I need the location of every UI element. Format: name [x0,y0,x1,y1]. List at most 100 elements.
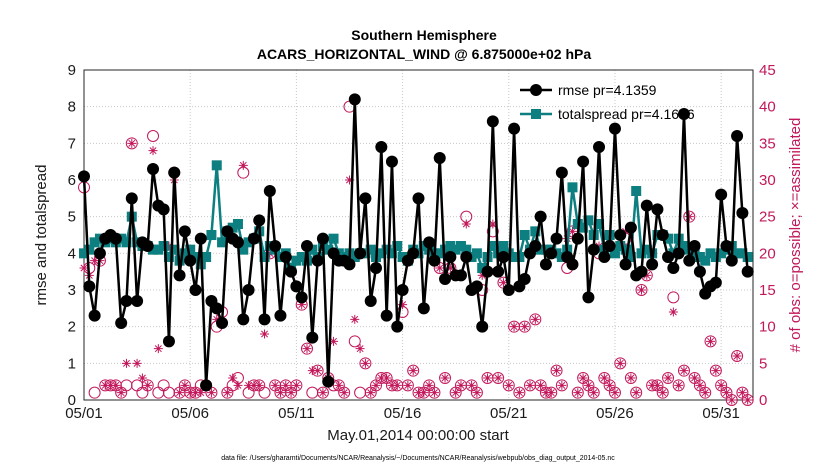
assimilated-obs-point [344,175,354,185]
totalspread-point [328,233,339,244]
rmse-point [433,152,446,164]
rmse-point [290,280,303,293]
assimilated-obs-point [371,380,381,390]
totalspread-point [323,244,334,255]
totalspread-point [716,248,727,259]
possible-obs-point [662,372,675,384]
possible-obs-point [614,357,627,370]
y-tick-label: 7 [68,135,76,152]
rmse-point [566,258,579,271]
rmse-point [582,291,595,304]
totalspread-point [678,241,689,251]
totalspread-point [148,244,159,255]
possible-obs-point [141,379,154,392]
totalspread-point [594,219,605,229]
possible-obs-point [587,386,600,399]
rmse-point [141,240,154,252]
rmse-point [481,265,494,278]
assimilated-obs-point [222,388,232,398]
assimilated-obs-point [307,366,317,376]
assimilated-obs-point [291,380,301,390]
assimilated-obs-point [472,388,482,398]
rmse-point [109,232,122,245]
rmse-point [593,141,606,153]
totalspread-point [365,244,376,255]
assimilated-obs-point [552,366,562,376]
totalspread-point [211,160,222,171]
rmse-point [508,122,521,135]
totalspread-point [625,252,636,262]
totalspread-point [631,186,642,196]
x-axis-ticks: 05/01 05/06 05/11 05/16 05/21 05/26 05/31 [65,405,740,422]
totalspread-point [455,241,466,251]
assimilated-obs-point [706,336,716,346]
assimilated-obs-point [270,380,280,390]
possible-obs-point [725,394,738,406]
totalspread-point [121,237,132,248]
totalspread-point [578,222,589,233]
assimilated-obs-point [238,160,248,170]
assimilated-obs-point [658,388,668,398]
rmse-point [162,335,175,348]
y-tick-label: 4 [68,245,76,262]
rmse-point [550,232,563,245]
assimilated-obs-point [711,366,721,376]
totalspread-point [89,237,100,248]
assimilated-obs-point [355,344,365,354]
assimilated-obs-point [493,373,503,383]
rmse-point [741,265,754,278]
rmse-point [200,379,213,392]
assimilated-obs-point [546,388,556,398]
rmse-point [247,232,260,245]
assimilated-obs-point [376,373,386,383]
assimilated-obs-point [525,380,535,390]
totalspread-point [232,219,243,229]
rmse-point [242,284,255,296]
assimilated-obs-point [185,388,195,398]
assimilated-obs-point [339,388,349,398]
assimilated-obs-point [498,278,508,288]
totalspread-point [440,244,451,255]
rmse-point [216,317,229,329]
assimilated-obs-point [414,388,423,398]
rmse-point [157,203,170,216]
assimilated-obs-point [647,380,657,390]
y-tick-label: 6 [68,172,76,189]
possible-obs-point [316,386,329,399]
rmse-point [189,284,202,296]
assimilated-obs-point [663,373,673,383]
totalspread-point [291,255,302,266]
totalspread-point [238,244,249,255]
assimilated-obs-point [148,146,158,156]
assimilated-obs-point [684,212,694,222]
totalspread-point [689,248,700,259]
totalspread-point [169,244,180,255]
assimilated-obs-point [610,388,620,398]
chart-title-line-1: Southern Hemisphere [351,27,497,43]
rmse-point [306,331,319,344]
rmse-point [93,247,106,260]
rmse-point [194,232,207,245]
y-right-tick-label: 40 [759,99,776,116]
assimilated-obs-point [350,314,360,324]
assimilated-obs-point [605,380,615,390]
totalspread-point [190,252,201,262]
x-tick-label: 05/26 [596,405,634,422]
rmse-point [534,210,547,223]
rmse-point [624,221,637,234]
totalspread-point [450,244,461,255]
possible-obs-point [125,137,138,150]
possible-obs-point [709,364,722,377]
rmse-point [322,375,335,388]
totalspread-point [381,244,392,255]
possible-obs-point [550,364,563,377]
assimilated-obs-point [435,263,445,273]
rmse-point [608,122,621,135]
y-right-tick-label: 20 [759,245,776,262]
assimilated-obs-point [642,270,652,280]
totalspread-point [445,241,456,251]
totalspread-point [641,244,652,255]
totalspread-point [705,248,716,259]
assimilated-obs-point [573,388,583,398]
rmse-point [428,254,441,267]
